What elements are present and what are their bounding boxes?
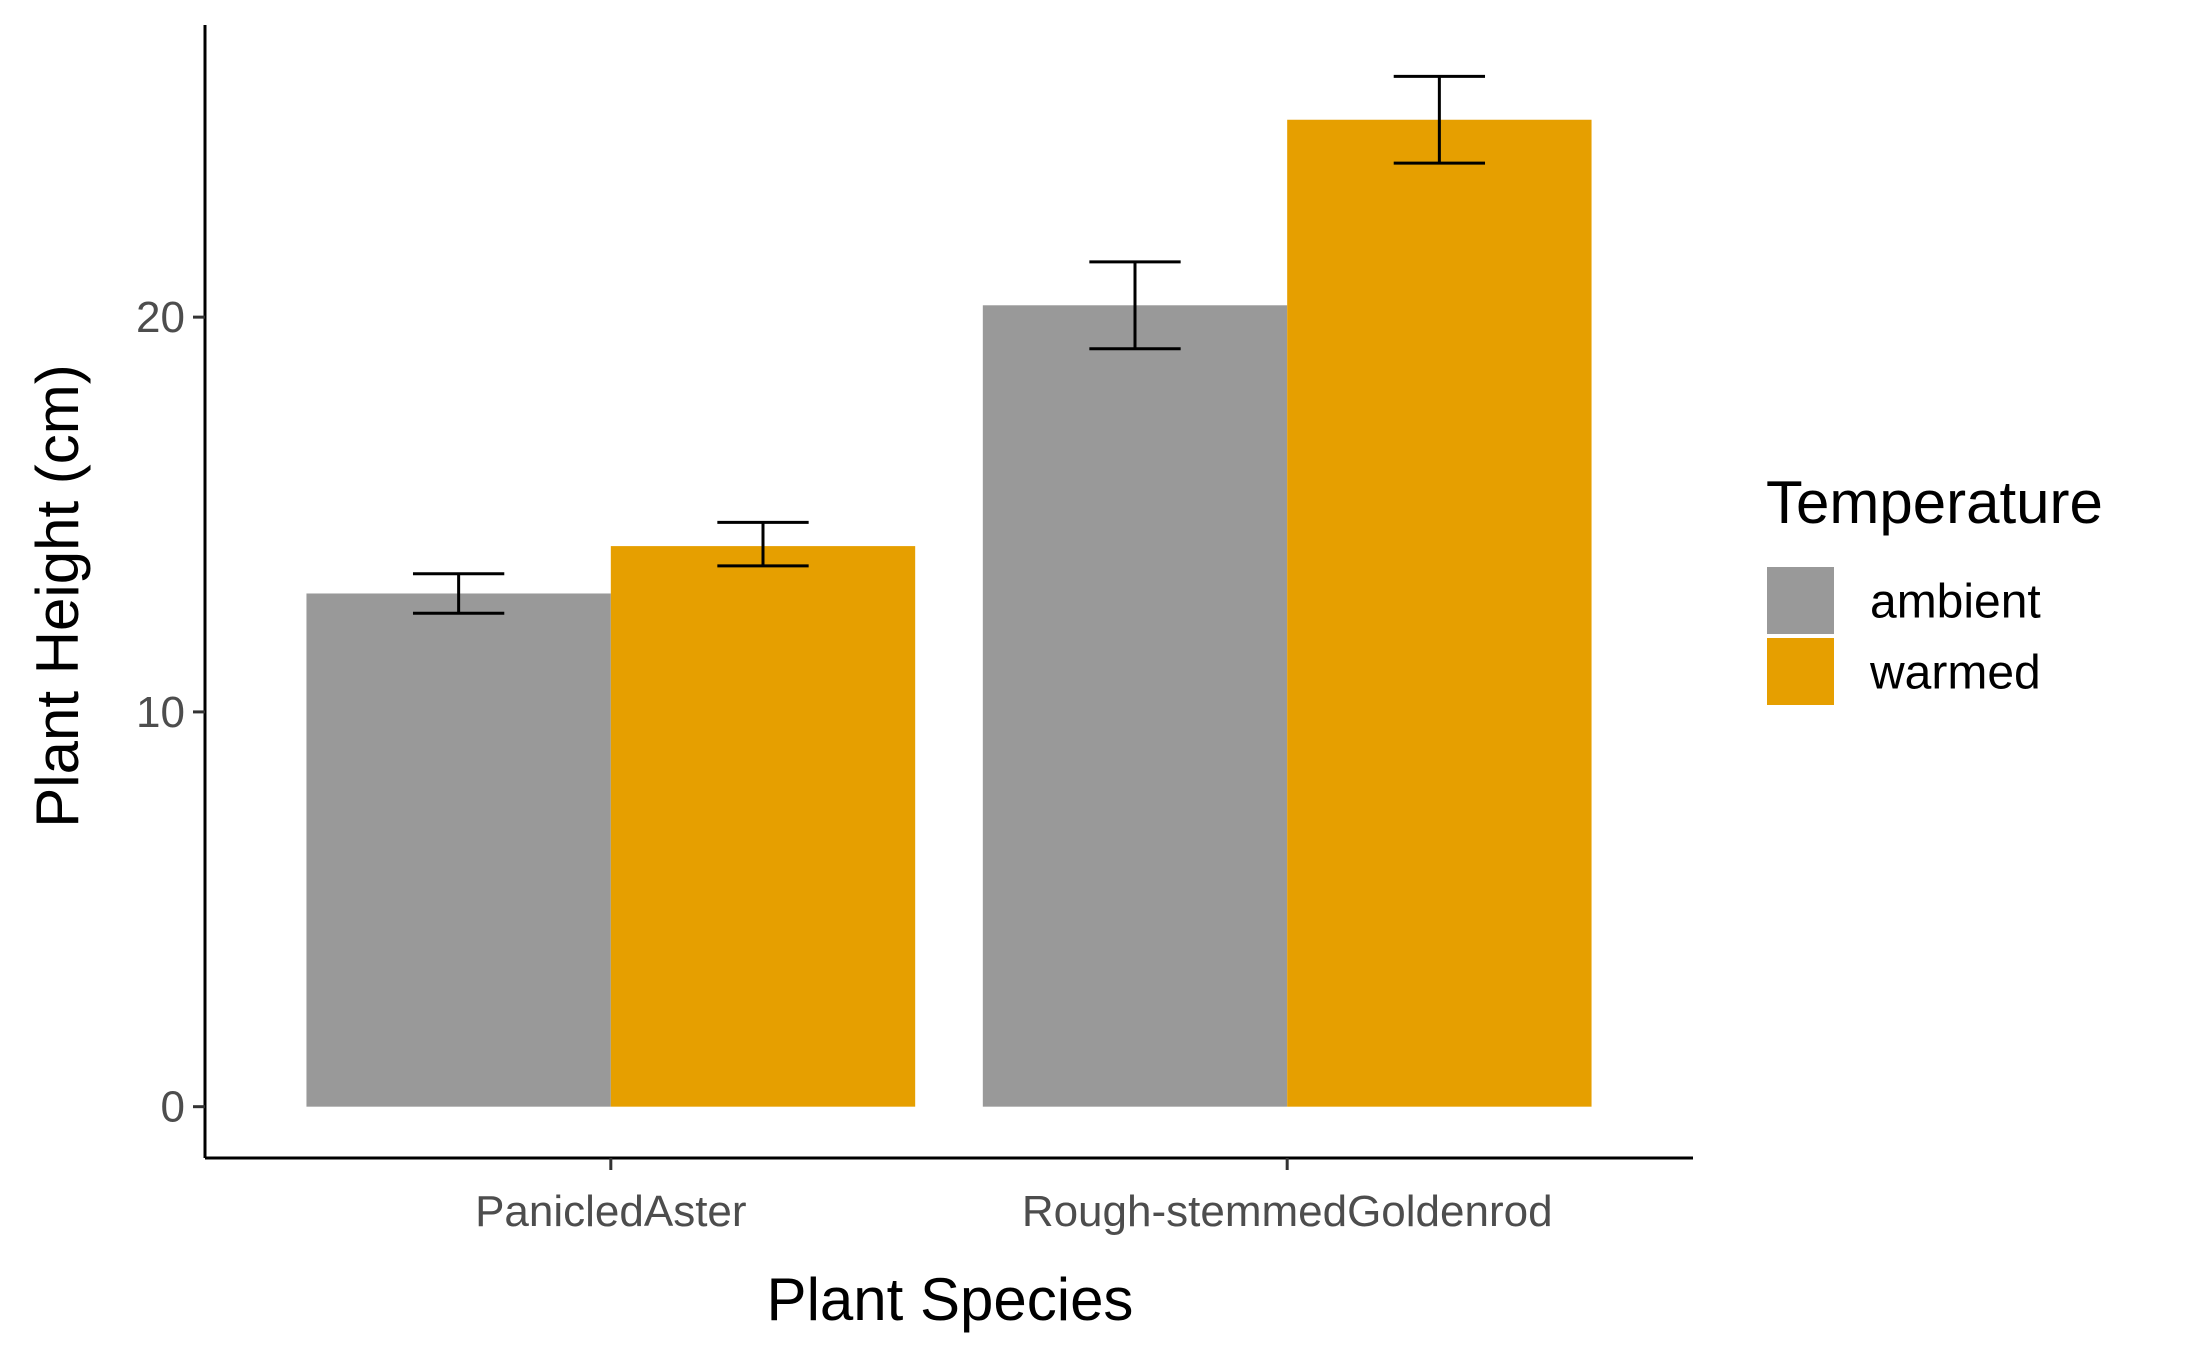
- legend: Temperature ambient warmed: [1766, 469, 2103, 705]
- legend-key-warmed: [1767, 638, 1834, 705]
- legend-key-ambient: [1767, 567, 1834, 634]
- x-tick-label: Rough-stemmedGoldenrod: [1022, 1187, 1553, 1236]
- bar-warmed-0: [610, 546, 916, 1107]
- y-axis-title: Plant Height (cm): [24, 364, 91, 827]
- plot-area: [306, 74, 1592, 1107]
- y-tick-label: 10: [136, 688, 185, 737]
- x-tick-label: PanicledAster: [475, 1187, 746, 1236]
- y-tick-label: 0: [161, 1083, 185, 1132]
- x-axis-title: Plant Species: [767, 1266, 1134, 1333]
- legend-label-warmed: warmed: [1869, 647, 2041, 700]
- error-bar-ambient-1: [1089, 260, 1181, 351]
- error-bar-ambient-0: [412, 572, 505, 615]
- bar-warmed-1: [1287, 119, 1592, 1107]
- axes: 0 10 20 PanicledAster Rough-stemmedGoldenrod: [136, 25, 1693, 1236]
- error-bar-warmed-0: [717, 520, 809, 568]
- legend-label-ambient: ambient: [1870, 576, 2041, 629]
- bar-ambient-0: [306, 593, 611, 1107]
- y-tick-label: 20: [136, 293, 185, 342]
- error-bar-warmed-1: [1393, 74, 1486, 165]
- legend-title: Temperature: [1766, 469, 2103, 536]
- bar-ambient-1: [982, 305, 1288, 1107]
